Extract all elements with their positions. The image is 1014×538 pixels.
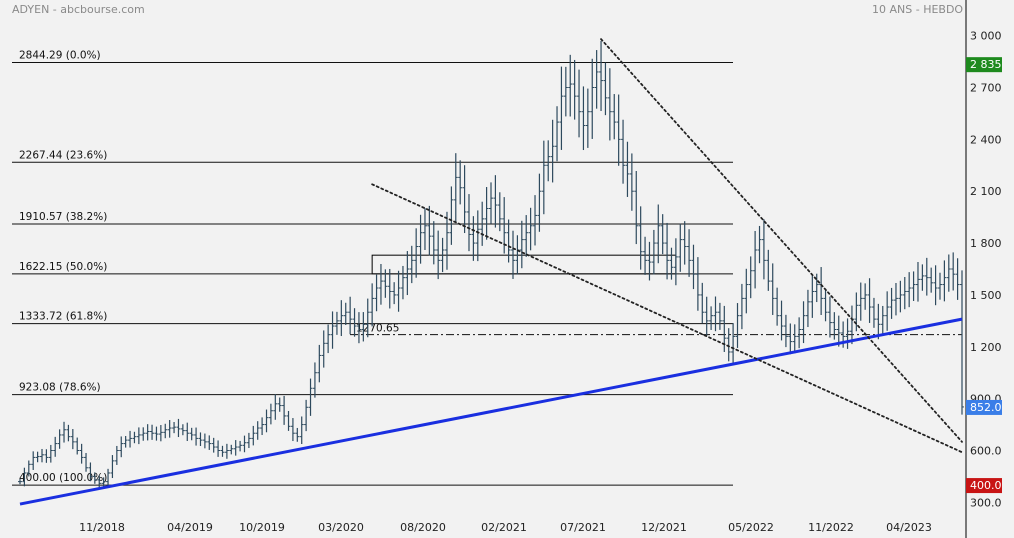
downtrend-line-2 [600, 38, 963, 443]
fib-level-label: 2844.29 (0.0%) [19, 50, 101, 62]
fib-level-label: 1622.15 (50.0%) [19, 261, 107, 273]
chart-period: 10 ANS - HEBDO [872, 3, 963, 16]
price-badge-label: 852.0 [970, 401, 1002, 414]
date-tick-label: 08/2020 [400, 521, 446, 534]
price-tick-label: 2 400 [970, 133, 1002, 146]
price-tick-label: 1 800 [970, 237, 1002, 250]
chart-title: ADYEN - abcbourse.com [12, 3, 145, 16]
fib-level-label: 1910.57 (38.2%) [19, 211, 107, 223]
fib-level-label: 923.08 (78.6%) [19, 382, 101, 394]
price-badge [966, 57, 1002, 73]
support-line-label: 1270.65 [356, 323, 399, 335]
price-badges: 2 835 852.0 400.0 [966, 57, 1002, 494]
fibonacci-layer: 2844.29 (0.0%) 2267.44 (23.6%) 1910.57 (38… [12, 50, 962, 486]
date-tick-label: 11/2018 [79, 521, 125, 534]
resistance-zone-box [371, 254, 677, 275]
date-tick-label: 12/2021 [641, 521, 687, 534]
price-tick-label: 600.0 [970, 445, 1002, 458]
date-axis: 11/2018 04/2019 10/2019 03/2020 08/2020 02/20… [79, 521, 932, 534]
price-badge [966, 478, 1002, 494]
downtrend-line-1 [371, 183, 963, 454]
price-tick-label: 300.0 [970, 496, 1002, 509]
zone-layer [371, 254, 677, 275]
price-badge-label: 2 835 [970, 58, 1002, 71]
uptrend-line [19, 317, 963, 506]
date-tick-label: 04/2019 [167, 521, 213, 534]
date-tick-label: 04/2023 [886, 521, 932, 534]
date-tick-label: 02/2021 [481, 521, 527, 534]
fib-level-label: 2267.44 (23.6%) [19, 149, 107, 161]
price-badge-label: 400.0 [970, 479, 1002, 492]
date-tick-label: 11/2022 [808, 521, 854, 534]
date-tick-label: 05/2022 [728, 521, 774, 534]
fib-level-label: 400.00 (100.0%) [19, 472, 107, 484]
price-tick-label: 1 500 [970, 289, 1002, 302]
price-tick-label: 1 200 [970, 341, 1002, 354]
price-tick-label: 2 100 [970, 185, 1002, 198]
date-tick-label: 07/2021 [560, 521, 606, 534]
date-tick-label: 10/2019 [239, 521, 285, 534]
date-tick-label: 03/2020 [318, 521, 364, 534]
price-tick-label: 2 700 [970, 82, 1002, 95]
fib-level-label: 1333.72 (61.8%) [19, 311, 107, 323]
price-badge [966, 399, 1002, 415]
trendline-layer [19, 38, 963, 506]
price-tick-label: 3 000 [970, 30, 1002, 43]
price-bars [18, 40, 964, 488]
